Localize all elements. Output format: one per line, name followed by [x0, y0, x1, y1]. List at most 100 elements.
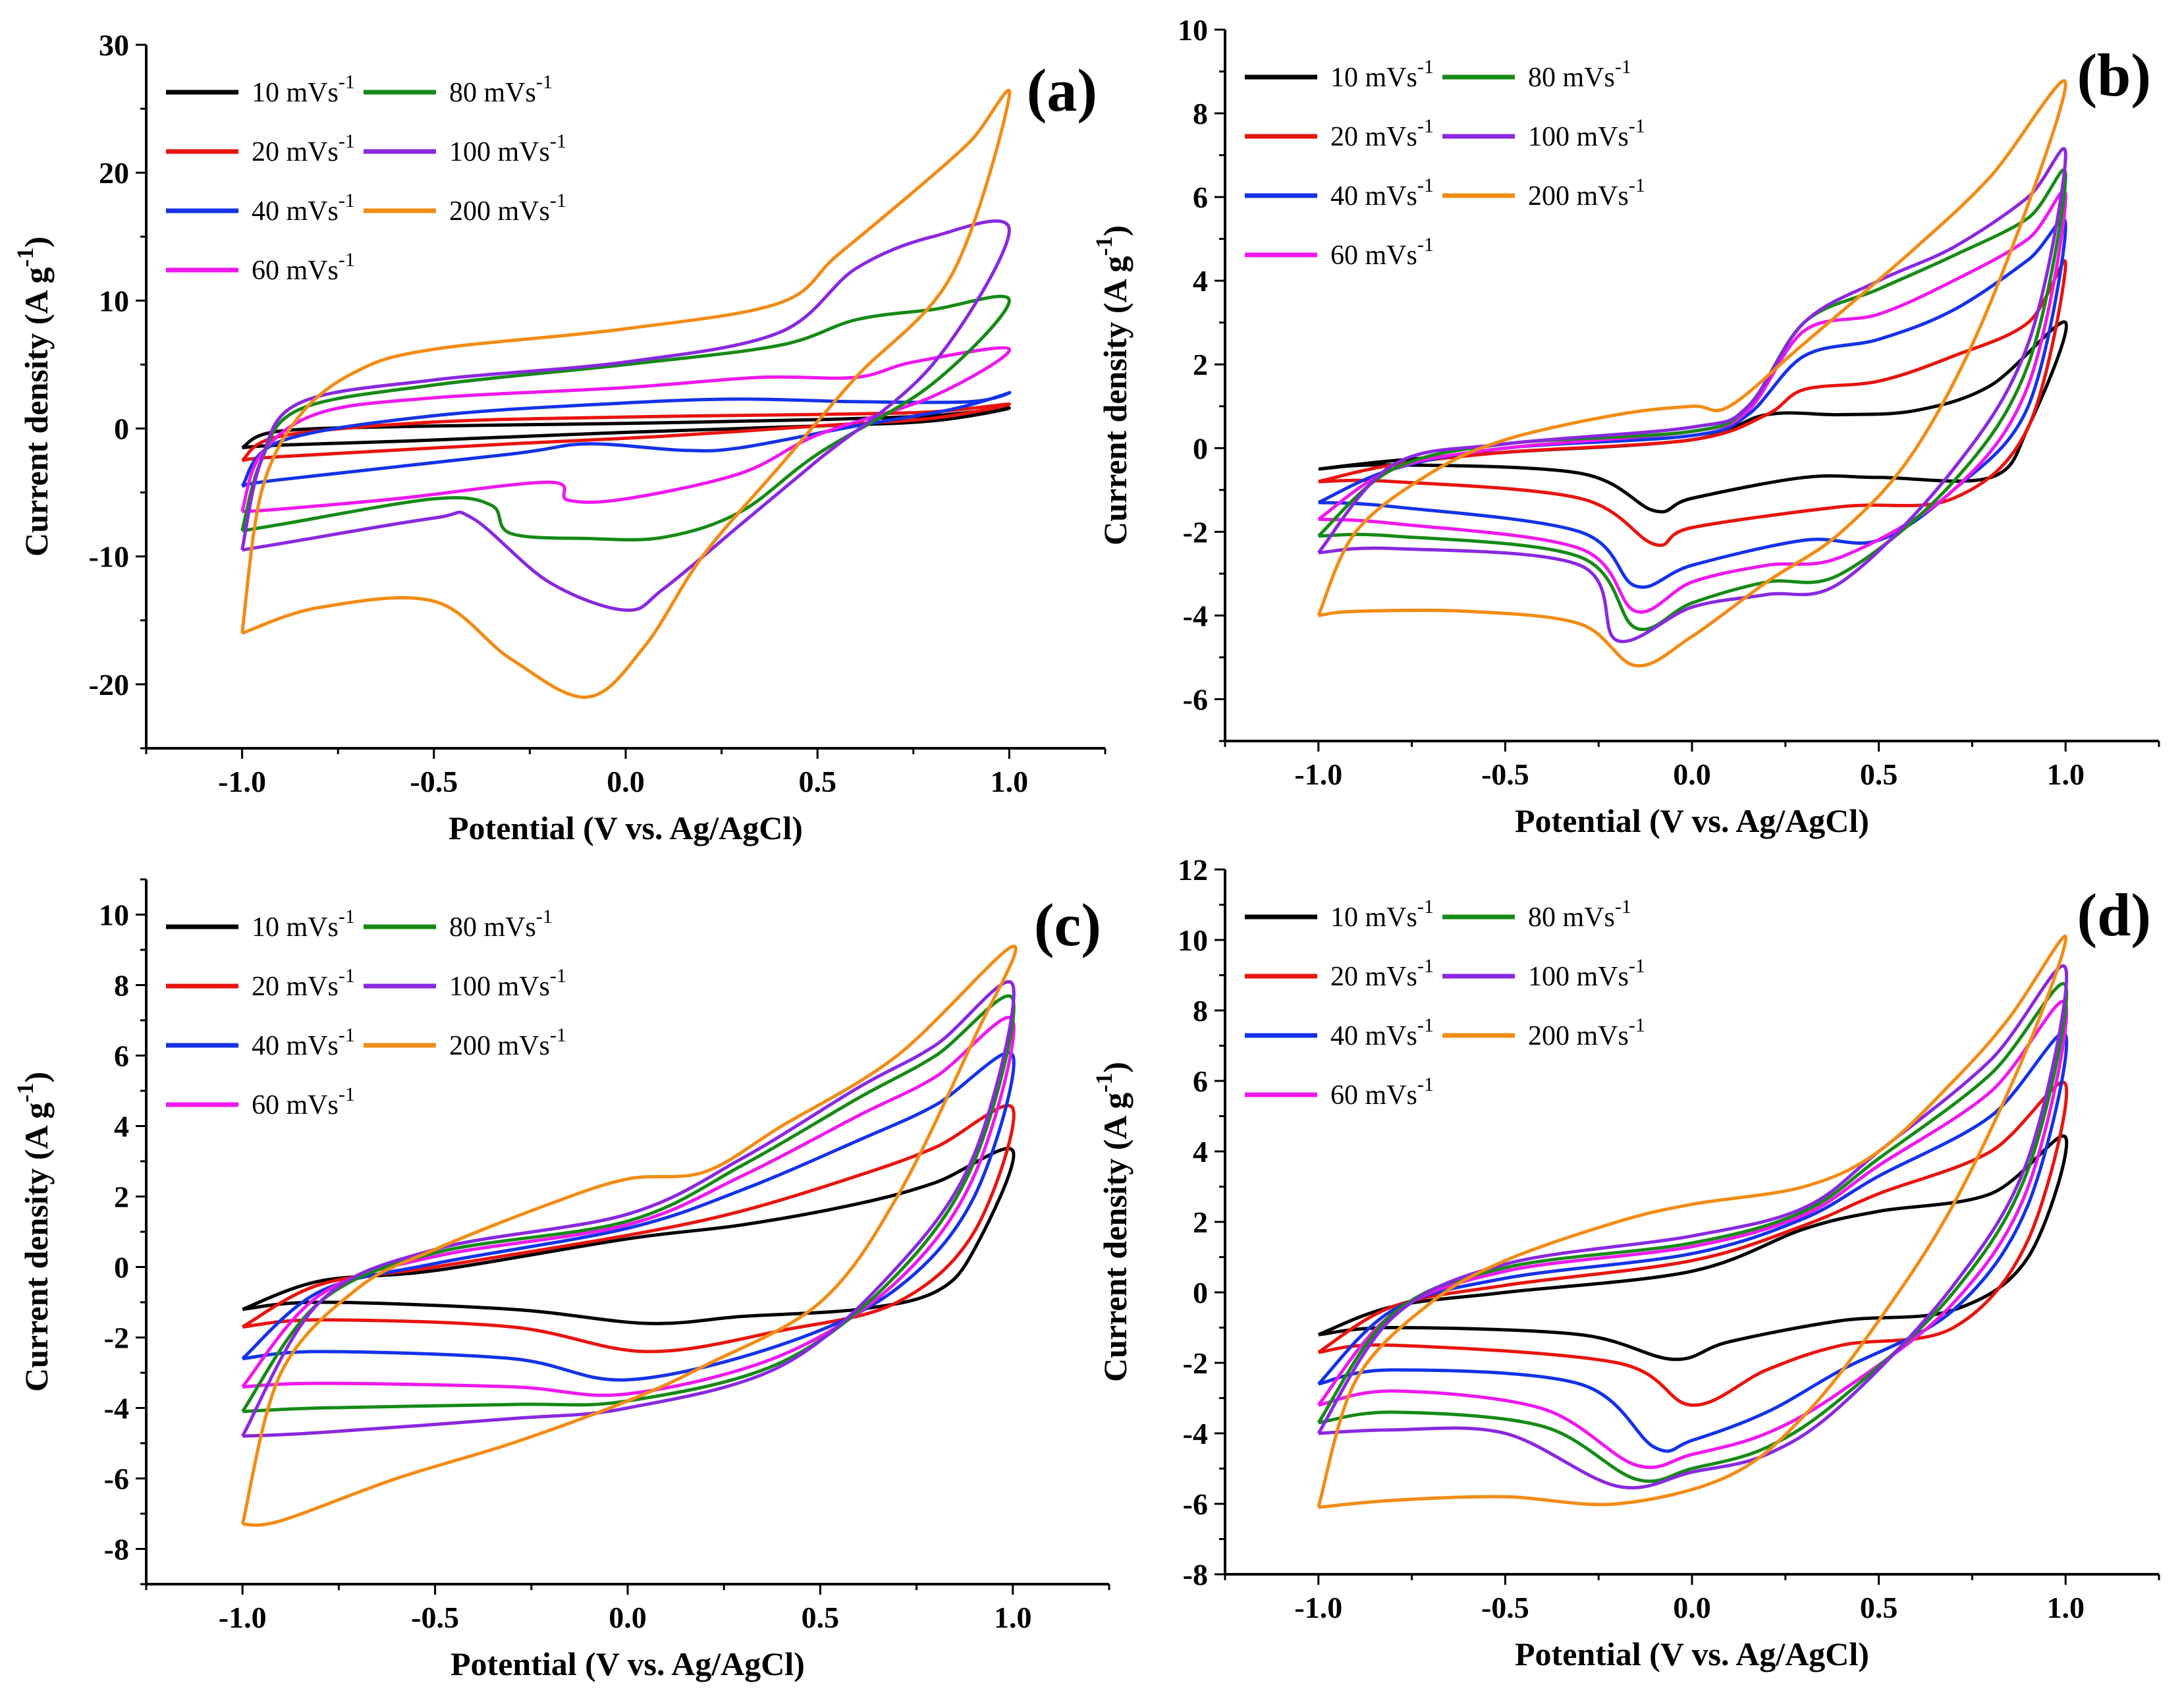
y-tick-label: -4: [1183, 599, 1208, 632]
legend-label: 10 mVs-1: [252, 71, 355, 108]
legend-label-superscript: -1: [1629, 175, 1645, 196]
y-axis-title-superscript: -1: [12, 248, 38, 267]
legend-label-text: 100 mVs: [449, 137, 550, 167]
legend-label: 80 mVs-1: [449, 71, 553, 108]
y-tick-label: -10: [89, 540, 129, 574]
legend-label: 80 mVs-1: [1528, 896, 1631, 933]
x-axis-title: Potential (V vs. Ag/AgCl): [1515, 1636, 1869, 1672]
legend-label-superscript: -1: [1417, 175, 1434, 196]
chart-panel-c: -8 -6 -4 -2 0 2 4 6 8 10 -1.0 -0.5 0.0 0.5 1.0 Potentia…: [12, 878, 1110, 1682]
y-tick-label: 30: [99, 28, 129, 62]
legend-label-text: 80 mVs: [449, 912, 536, 943]
legend-label-superscript: -1: [1417, 115, 1434, 137]
panel-label: (b): [2077, 41, 2151, 109]
legend-label: 60 mVs-1: [1330, 1074, 1434, 1111]
x-tick-label: 0.0: [1673, 1591, 1711, 1624]
legend-label-superscript: -1: [550, 1024, 566, 1046]
legend-label-superscript: -1: [1629, 955, 1645, 977]
legend-label-superscript: -1: [550, 965, 566, 987]
legend-label: 100 mVs-1: [1528, 115, 1645, 152]
x-tick-label: 1.0: [2046, 1591, 2085, 1624]
cv-curve-40-mvs: [1317, 217, 2067, 589]
legend-label-superscript: -1: [550, 130, 566, 152]
legend-label: 100 mVs-1: [449, 965, 566, 1002]
y-axis-title-tail: ): [1097, 1062, 1133, 1073]
legend-label-text: 20 mVs: [252, 137, 339, 167]
legend-label: 20 mVs-1: [1330, 115, 1434, 152]
cv-curve-100-mvs: [240, 219, 1011, 612]
cv-curve-80-mvs: [1317, 168, 2067, 631]
cv-curve-200-mvs: [1317, 79, 2067, 668]
y-tick-label: 0: [1193, 431, 1208, 465]
x-tick-label: -0.5: [1481, 758, 1529, 791]
y-tick-label: 4: [1193, 264, 1208, 298]
y-axis-title: Current density (A g-1): [12, 236, 55, 557]
legend-label-text: 60 mVs: [1330, 240, 1417, 271]
y-axis-title-superscript: -1: [12, 1083, 38, 1103]
legend-label-superscript: -1: [339, 249, 355, 271]
cv-curve-200-mvs: [240, 88, 1012, 699]
legend-label: 10 mVs-1: [252, 906, 355, 943]
legend-label-superscript: -1: [339, 1084, 355, 1105]
legend-label-text: 100 mVs: [1528, 962, 1629, 992]
y-tick-label: 6: [1193, 1064, 1208, 1098]
legend-label: 40 mVs-1: [1330, 175, 1434, 211]
cv-curve-10-mvs: [1317, 1134, 2069, 1362]
legend-label-text: 10 mVs: [252, 912, 339, 943]
cv-curve-20-mvs: [1318, 259, 2067, 547]
legend-label-superscript: -1: [339, 190, 355, 211]
y-tick-label: -20: [89, 668, 129, 702]
y-axis-title: Current density (A g-1): [12, 1072, 55, 1392]
chart-panel-a: -20 -10 0 10 20 30 -1.0 -0.5 0.0 0.5 1.0 Potential …: [12, 28, 1106, 846]
y-tick-label: -8: [104, 1533, 129, 1566]
y-tick-label: -4: [1183, 1417, 1208, 1450]
legend-label-text: 60 mVs: [252, 256, 339, 286]
y-tick-label: 0: [1193, 1276, 1208, 1309]
cv-curve-100-mvs: [241, 980, 1016, 1438]
x-tick-label: 0.0: [609, 1601, 647, 1634]
legend-label-superscript: -1: [1417, 1074, 1434, 1095]
cv-curve-20-mvs: [1317, 1080, 2069, 1407]
y-tick-label: 2: [114, 1180, 129, 1214]
legend-label-superscript: -1: [1629, 1014, 1645, 1036]
y-tick-label: -8: [1183, 1558, 1208, 1591]
legend-label-superscript: -1: [1417, 896, 1434, 918]
x-tick-label: -1.0: [219, 1601, 267, 1634]
cv-curve-200-mvs: [240, 945, 1018, 1527]
cv-curve-80-mvs: [1317, 982, 2069, 1483]
legend-label-superscript: -1: [550, 190, 566, 211]
legend-label: 20 mVs-1: [252, 130, 355, 167]
chart-panel-d: -8 -6 -4 -2 0 2 4 6 8 10 12 -1.0 -0.5 0.0 0.5 1.0 Potent…: [1091, 853, 2160, 1672]
y-tick-label: 0: [114, 412, 129, 446]
cv-curve-20-mvs: [241, 1103, 1016, 1354]
x-tick-label: 0.5: [798, 765, 836, 798]
legend-label: 200 mVs-1: [1528, 175, 1645, 211]
y-axis-title-superscript: -1: [1091, 1073, 1117, 1093]
y-tick-label: -4: [104, 1392, 129, 1425]
legend-label-text: 200 mVs: [1528, 181, 1629, 211]
panel-label: (a): [1027, 57, 1097, 124]
legend-label-text: 20 mVs: [1330, 122, 1417, 152]
legend-label-superscript: -1: [339, 130, 355, 152]
cv-curve-40-mvs: [1317, 1032, 2069, 1453]
legend-label-superscript: -1: [1417, 56, 1434, 78]
y-axis-title-tail: ): [18, 236, 55, 248]
chart-panel-b: -6 -4 -2 0 2 4 6 8 10 -1.0 -0.5 0.0 0.5 1.0 Potential …: [1091, 13, 2160, 839]
legend-label: 200 mVs-1: [1528, 1014, 1645, 1051]
x-tick-label: -0.5: [1481, 1591, 1529, 1624]
y-tick-label: 12: [1178, 853, 1208, 887]
y-axis-title-text: Current density (A g: [1097, 1093, 1133, 1382]
legend-label: 40 mVs-1: [252, 1024, 355, 1061]
x-tick-label: 0.5: [802, 1601, 840, 1634]
x-tick-label: -0.5: [411, 1601, 459, 1634]
cv-curve-40-mvs: [241, 1051, 1016, 1382]
legend-label: 80 mVs-1: [1528, 56, 1631, 93]
legend-label-text: 200 mVs: [1528, 1021, 1629, 1051]
legend-label: 60 mVs-1: [252, 249, 355, 286]
legend-label: 60 mVs-1: [1330, 234, 1434, 271]
y-tick-label: 10: [99, 284, 129, 317]
legend-label: 200 mVs-1: [449, 190, 566, 227]
y-tick-label: 6: [114, 1039, 129, 1073]
legend-label-text: 20 mVs: [252, 972, 339, 1002]
x-tick-label: -1.0: [218, 765, 266, 798]
